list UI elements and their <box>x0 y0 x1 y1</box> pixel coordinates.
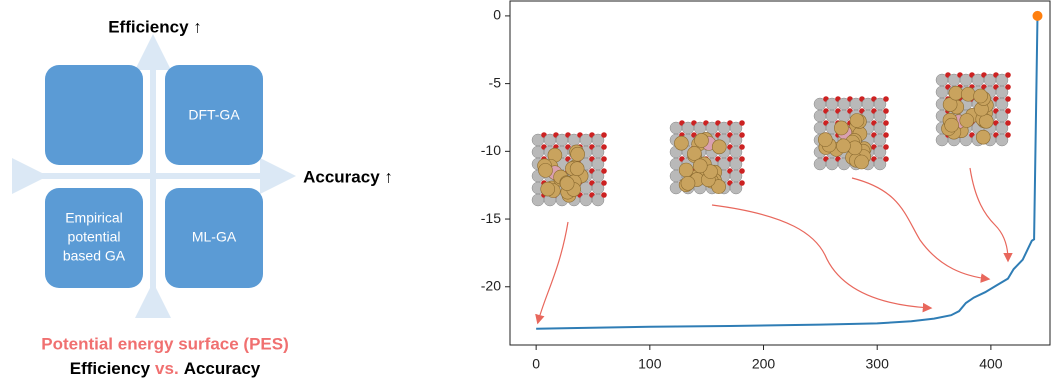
atom <box>601 168 607 174</box>
caption-part: Accuracy <box>184 359 261 378</box>
atom <box>559 176 575 191</box>
quadrant-label: potential <box>68 229 121 245</box>
atom <box>739 120 745 126</box>
atom <box>948 85 964 101</box>
annotation-arrow <box>711 204 933 313</box>
atom <box>849 113 865 128</box>
x-tick-label: 300 <box>866 356 890 372</box>
caption-part: Efficiency <box>70 359 151 378</box>
atom <box>836 138 851 154</box>
plot-frame <box>509 0 1051 346</box>
atom <box>538 163 553 178</box>
atom <box>678 162 694 178</box>
atom <box>601 192 607 198</box>
quadrant <box>45 65 143 165</box>
x-tick-label: 0 <box>532 356 540 372</box>
atom <box>883 108 889 114</box>
quadrant-label: ML-GA <box>192 229 237 245</box>
highlight-point <box>1032 10 1043 21</box>
atom <box>711 139 727 155</box>
atom <box>739 132 745 138</box>
atom <box>729 181 743 195</box>
x-axis-label: Accuracy ↑ <box>303 167 393 186</box>
atom <box>694 133 709 148</box>
atom <box>883 156 889 162</box>
atom <box>1005 120 1011 126</box>
chart: 0 -5 -10 -15 -20 0 100 200 300 400 <box>481 0 1051 372</box>
atom <box>834 120 849 136</box>
atom <box>601 180 607 186</box>
diagram: Efficiency ↑ Accuracy ↑ DFT-GA Empirical… <box>12 17 393 378</box>
atom <box>591 193 605 207</box>
atom <box>1005 96 1011 102</box>
structures <box>531 72 1013 325</box>
quadrant-label: based GA <box>63 248 126 264</box>
y-tick-label: -20 <box>481 277 501 293</box>
atom <box>960 86 976 102</box>
quadrant-label: DFT-GA <box>188 107 240 123</box>
y-tick-label: 0 <box>493 7 501 23</box>
atom <box>680 175 696 191</box>
x-tick-label: 400 <box>979 356 1003 372</box>
y-axis-label: Efficiency ↑ <box>108 17 202 36</box>
atom <box>739 144 745 150</box>
quadrant <box>165 188 263 288</box>
line <box>536 15 1039 330</box>
annotation-arrow <box>969 167 1013 263</box>
annotation-arrow <box>535 221 569 325</box>
atom <box>883 132 889 138</box>
atom <box>959 113 975 128</box>
atom <box>601 132 607 138</box>
y-tick-label: -5 <box>489 74 502 90</box>
atom <box>883 120 889 126</box>
atom <box>540 181 556 197</box>
quadrant <box>45 188 143 288</box>
atom <box>1005 132 1011 138</box>
y-tick-label: -15 <box>481 210 501 226</box>
atom <box>975 129 991 145</box>
x-tick-label: 100 <box>638 356 662 372</box>
atom <box>692 158 708 174</box>
atom <box>1005 84 1011 90</box>
atom <box>569 161 585 176</box>
atom <box>570 146 585 162</box>
caption-part: vs. <box>155 359 179 378</box>
atom <box>601 156 607 162</box>
quadrant <box>165 65 263 165</box>
caption: Efficiency vs. Accuracy <box>70 359 261 378</box>
atom <box>944 117 959 133</box>
atom <box>973 88 988 104</box>
quadrant-label: Empirical <box>65 210 123 226</box>
atom <box>1005 108 1011 114</box>
y-tick-label: -10 <box>481 142 501 158</box>
atom <box>739 180 745 186</box>
x-tick-label: 200 <box>752 356 776 372</box>
atom <box>674 135 689 151</box>
atom <box>817 132 833 147</box>
atom <box>883 96 889 102</box>
atom <box>854 154 869 170</box>
atom <box>687 146 702 161</box>
atom <box>1005 72 1011 78</box>
atom <box>711 179 726 194</box>
caption: Potential energy surface (PES) <box>41 334 289 353</box>
atom <box>995 133 1009 147</box>
atom <box>883 144 889 150</box>
annotation-arrow <box>851 177 991 283</box>
atom <box>601 144 607 150</box>
atom <box>739 156 745 162</box>
atom <box>739 168 745 174</box>
atom <box>873 157 887 171</box>
